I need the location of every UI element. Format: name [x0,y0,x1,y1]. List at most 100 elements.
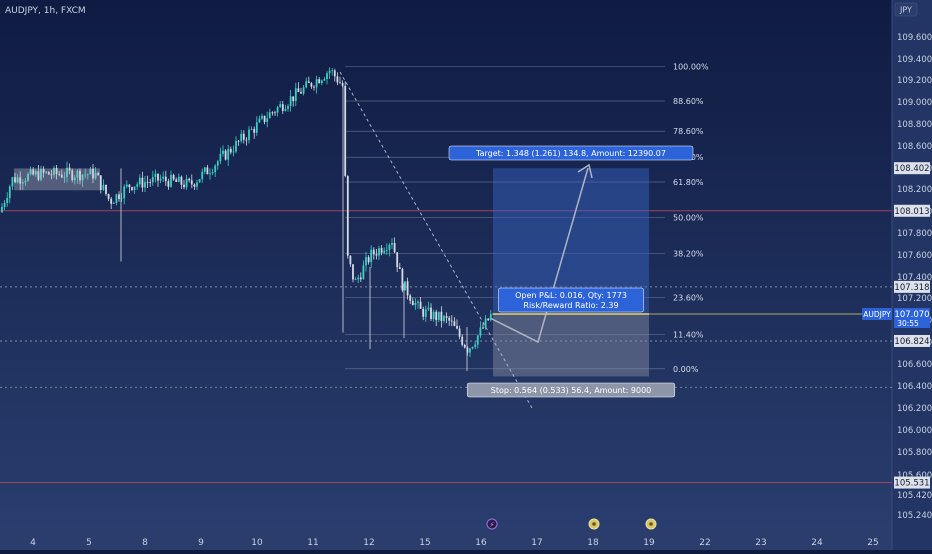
candle-body [53,167,55,176]
trendline [339,71,533,409]
candle-body [401,268,404,291]
candle-body [344,85,347,176]
candle-body [250,128,253,130]
price-axis-label: 106.200 [897,404,932,414]
time-axis-label: 22 [699,538,710,548]
candle-body [305,81,308,88]
candle-body [73,177,76,181]
candle-body [190,180,193,185]
price-axis-background [892,0,932,550]
candle-body [16,177,19,183]
candle-body [71,170,74,181]
candles-group [1,67,492,371]
candle-body [131,187,133,190]
candle-body [370,249,373,263]
candle-body [68,167,71,171]
candle-body [461,336,464,345]
symbol-label: AUDJPY, 1h, FXCM [5,6,86,16]
candle-body [409,295,412,301]
price-axis-label: 108.600 [897,142,932,152]
currency-button[interactable] [894,2,918,17]
candle-body [110,198,113,204]
candle-body [105,184,107,195]
candle-body [297,88,300,92]
time-axis-label: 25 [867,538,878,548]
lightning-icon[interactable] [486,518,498,530]
currency-button-label[interactable]: JPY [899,6,912,15]
price-axis-label: 109.400 [897,55,932,65]
event-dot [649,522,653,526]
candle-body [300,91,302,94]
time-axis-label: 16 [475,538,487,548]
candle-body [372,249,375,255]
candle-body [172,174,175,180]
current-price-tag [894,308,930,329]
price-axis-label: 108.800 [897,120,932,130]
time-axis-background [0,530,892,550]
symbol-tag [862,308,892,321]
candle-body [456,325,458,329]
price-axis-label: 106.600 [897,360,932,370]
price-marker [894,334,930,347]
candle-body [112,202,115,204]
candle-body [432,311,435,320]
candle-body [326,73,328,80]
candle-body [97,172,100,176]
candle-body [404,281,406,291]
candle-body [274,112,276,114]
candle-body [318,79,321,84]
open-pl-label-text: Open P&L: 0.016, Qty: 1773 [515,291,627,300]
price-axis-label: 109.600 [897,33,932,43]
candle-body [258,118,261,123]
candle-body [89,168,92,175]
projection-arrow [489,167,589,344]
candle-body [151,176,154,183]
candle-body [479,327,482,336]
candle-body [123,186,126,199]
candle-body [417,301,419,303]
candle-body [476,335,479,345]
fib-level-label: 88.60% [673,97,704,106]
candle-body [440,311,443,321]
target-label-text: Target: 1.348 (1.261) 134.8, Amount: 123… [475,149,666,158]
candle-body [255,122,258,133]
candle-body [341,83,344,86]
range-box [14,168,100,191]
price-axis-label: 105.600 [897,471,932,481]
candle-body [198,179,201,183]
candle-body [196,182,198,187]
open-pl-label-text: Risk/Reward Ratio: 2.39 [523,301,618,310]
stop-label-text: Stop: 0.564 (0.533) 56.4, Amount: 9000 [491,386,652,395]
candle-body [284,108,287,111]
candle-body [60,174,63,178]
candle-body [349,255,352,265]
target-label[interactable]: Target: 1.348 (1.261) 134.8, Amount: 123… [448,145,694,161]
candle-body [474,344,477,348]
candle-body [45,171,48,173]
candle-body [99,175,102,190]
candle-body [3,202,6,207]
candle-body [170,174,172,187]
stop-label[interactable]: Stop: 0.564 (0.533) 56.4, Amount: 9000 [466,382,676,398]
fib-level-label: 61.80% [673,178,704,187]
candle-body [268,112,271,119]
time-axis-label: 10 [251,538,263,548]
time-axis-label: 24 [811,538,823,548]
candle-body [380,248,383,253]
candle-body [216,161,219,166]
candle-body [427,307,430,310]
candle-body [162,176,165,179]
candle-body [279,104,282,108]
symbol-tag-label: AUDJPY [863,310,891,319]
candle-body [224,150,227,160]
price-marker-label: 105.531 [894,479,929,489]
candle-body [125,184,128,187]
candle-body [411,300,414,306]
candle-body [232,151,235,153]
candle-body [167,181,170,187]
countdown-label: 30:55 [897,319,919,328]
candle-body [193,184,196,187]
price-marker [894,280,930,293]
